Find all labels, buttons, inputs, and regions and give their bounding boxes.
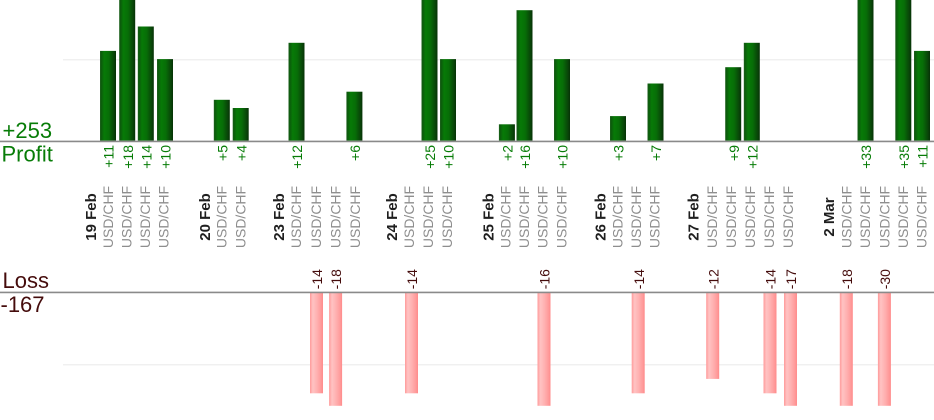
svg-text:USD/CHF: USD/CHF (876, 186, 892, 248)
svg-text:-14: -14 (404, 269, 420, 289)
svg-text:-17: -17 (783, 269, 799, 289)
svg-text:USD/CHF: USD/CHF (100, 186, 116, 248)
svg-text:23 Feb: 23 Feb (271, 193, 288, 241)
svg-text:+33: +33 (858, 145, 874, 169)
svg-text:Loss: Loss (3, 268, 49, 293)
svg-text:USD/CHF: USD/CHF (723, 186, 739, 248)
svg-text:25 Feb: 25 Feb (481, 193, 498, 241)
svg-text:+2: +2 (500, 145, 516, 161)
svg-text:USD/CHF: USD/CHF (628, 186, 644, 248)
svg-text:USD/CHF: USD/CHF (761, 186, 777, 248)
svg-text:+11: +11 (915, 145, 931, 168)
svg-text:USD/CHF: USD/CHF (895, 186, 911, 248)
svg-text:USD/CHF: USD/CHF (553, 186, 569, 248)
svg-text:USD/CHF: USD/CHF (914, 186, 930, 248)
svg-text:-18: -18 (839, 269, 855, 289)
svg-text:USD/CHF: USD/CHF (535, 186, 551, 248)
svg-text:+10: +10 (158, 145, 174, 169)
svg-text:-14: -14 (631, 269, 647, 289)
svg-text:+11: +11 (101, 145, 117, 168)
svg-text:+14: +14 (138, 145, 154, 169)
svg-text:USD/CHF: USD/CHF (839, 186, 855, 248)
svg-text:USD/CHF: USD/CHF (288, 186, 304, 248)
svg-text:+12: +12 (744, 145, 760, 169)
svg-text:USD/CHF: USD/CHF (420, 186, 436, 248)
svg-text:Profit: Profit (2, 141, 53, 166)
svg-text:USD/CHF: USD/CHF (857, 186, 873, 248)
svg-text:USD/CHF: USD/CHF (232, 186, 248, 248)
svg-text:27 Feb: 27 Feb (686, 193, 703, 241)
svg-text:20 Feb: 20 Feb (197, 193, 214, 241)
svg-text:+10: +10 (555, 145, 571, 169)
svg-text:+7: +7 (648, 145, 664, 161)
svg-text:USD/CHF: USD/CHF (498, 186, 514, 248)
svg-text:+5: +5 (214, 145, 230, 161)
svg-text:USD/CHF: USD/CHF (214, 186, 230, 248)
svg-text:+253: +253 (3, 118, 53, 143)
svg-text:USD/CHF: USD/CHF (610, 186, 626, 248)
svg-text:+16: +16 (517, 145, 533, 169)
svg-text:USD/CHF: USD/CHF (439, 186, 455, 248)
svg-text:+4: +4 (233, 145, 249, 161)
svg-text:2 Mar: 2 Mar (821, 197, 838, 236)
svg-text:+12: +12 (289, 145, 305, 169)
svg-text:USD/CHF: USD/CHF (516, 186, 532, 248)
svg-text:USD/CHF: USD/CHF (119, 186, 135, 248)
svg-text:USD/CHF: USD/CHF (780, 186, 796, 248)
svg-text:+18: +18 (120, 145, 136, 169)
svg-text:+3: +3 (611, 145, 627, 161)
svg-text:-14: -14 (309, 269, 325, 289)
svg-text:+10: +10 (441, 145, 457, 169)
svg-text:-18: -18 (328, 269, 344, 289)
svg-text:USD/CHF: USD/CHF (328, 186, 344, 248)
svg-text:+35: +35 (896, 145, 912, 169)
svg-text:USD/CHF: USD/CHF (347, 186, 363, 248)
svg-text:-12: -12 (705, 269, 721, 289)
svg-text:24 Feb: 24 Feb (384, 193, 401, 241)
svg-text:26 Feb: 26 Feb (593, 193, 610, 241)
svg-text:USD/CHF: USD/CHF (401, 186, 417, 248)
svg-text:USD/CHF: USD/CHF (156, 186, 172, 248)
svg-text:USD/CHF: USD/CHF (704, 186, 720, 248)
svg-text:USD/CHF: USD/CHF (137, 186, 153, 248)
svg-text:+25: +25 (422, 145, 438, 169)
svg-text:USD/CHF: USD/CHF (647, 186, 663, 248)
svg-text:19 Feb: 19 Feb (83, 193, 100, 241)
svg-text:-14: -14 (763, 269, 779, 289)
svg-text:+6: +6 (347, 145, 363, 161)
svg-text:-16: -16 (537, 269, 553, 289)
svg-text:USD/CHF: USD/CHF (742, 186, 758, 248)
svg-text:-30: -30 (877, 269, 893, 289)
svg-text:USD/CHF: USD/CHF (308, 186, 324, 248)
svg-text:+9: +9 (726, 145, 742, 161)
svg-text:-167: -167 (1, 292, 45, 317)
